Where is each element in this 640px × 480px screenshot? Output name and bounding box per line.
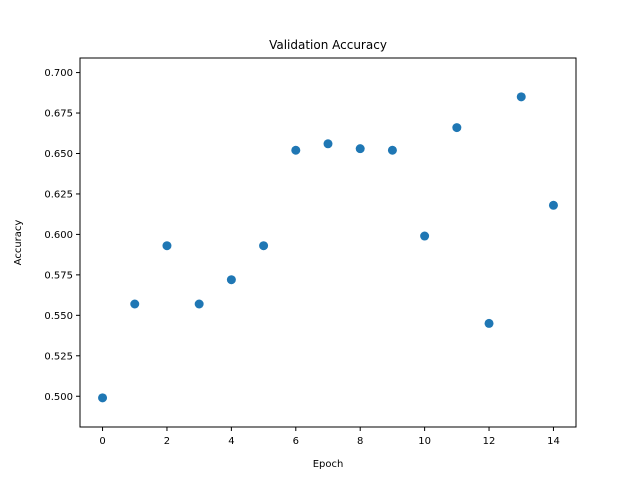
y-tick-label: 0.525	[44, 351, 73, 362]
x-tick-label: 2	[164, 436, 170, 447]
x-axis-label: Epoch	[313, 459, 344, 470]
y-tick-label: 0.675	[44, 109, 73, 120]
data-point	[387, 145, 397, 155]
data-point	[130, 299, 140, 309]
data-point	[484, 318, 494, 328]
data-point	[548, 200, 558, 210]
data-point	[98, 393, 108, 403]
y-tick-label: 0.550	[44, 311, 73, 322]
data-point	[259, 241, 269, 251]
data-point	[291, 145, 301, 155]
y-axis-label: Accuracy	[13, 220, 24, 266]
chart-title: Validation Accuracy	[269, 38, 387, 52]
y-tick-label: 0.600	[44, 230, 73, 241]
x-tick-label: 12	[483, 436, 496, 447]
x-tick-label: 6	[293, 436, 299, 447]
plot-frame	[79, 57, 577, 428]
data-point	[355, 144, 365, 154]
data-point	[226, 275, 236, 285]
data-point	[516, 92, 526, 102]
x-tick-label: 0	[99, 436, 105, 447]
y-tick-label: 0.700	[44, 68, 73, 79]
y-tick-label: 0.650	[44, 149, 73, 160]
y-tick-label: 0.500	[44, 392, 73, 403]
y-tick-label: 0.625	[44, 189, 73, 200]
data-point	[323, 139, 333, 149]
x-tick-label: 14	[547, 436, 560, 447]
data-point	[420, 231, 430, 241]
data-point	[452, 123, 462, 133]
y-tick-label: 0.575	[44, 270, 73, 281]
data-point	[194, 299, 204, 309]
data-point	[162, 241, 172, 251]
x-tick-label: 10	[418, 436, 431, 447]
x-tick-label: 4	[228, 436, 234, 447]
x-tick-label: 8	[357, 436, 363, 447]
